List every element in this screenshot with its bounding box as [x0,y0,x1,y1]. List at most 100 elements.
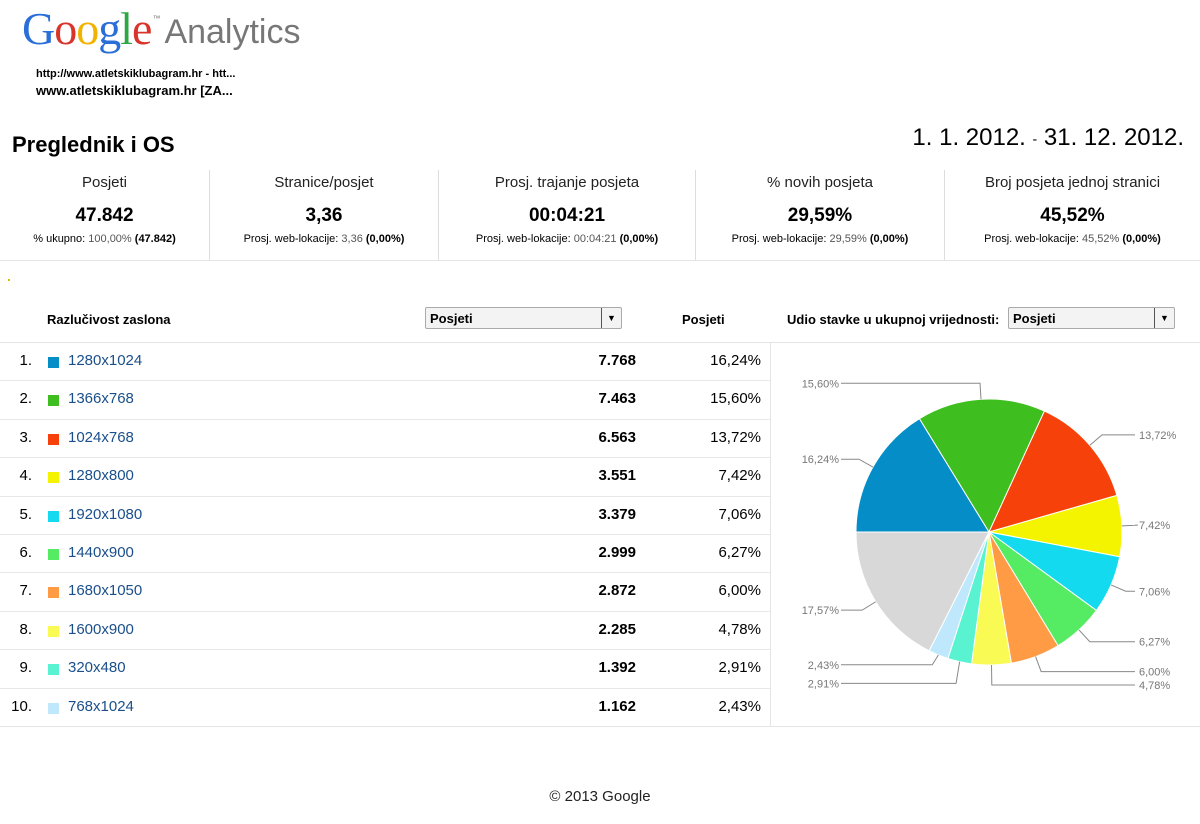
row-percent: 13,72% [710,428,761,446]
trademark-symbol: ™ [152,14,161,23]
row-visits: 2.872 [598,582,636,600]
table-body: 1. 1280x1024 7.768 16,24% 2. 1366x768 7.… [0,343,770,727]
row-visits: 1.392 [598,659,636,677]
metric-subtext: % ukupno: 100,00% (47.842) [0,233,209,245]
row-visits: 1.162 [598,697,636,715]
metric-subtext: Prosj. web-lokacije: 00:04:21 (0,00%) [439,233,695,245]
row-visits: 2.285 [598,620,636,638]
row-visits: 3.551 [598,467,636,485]
chevron-down-icon[interactable]: ▼ [601,308,621,328]
table-row: 4. 1280x800 3.551 7,42% [0,458,770,497]
row-dimension-link[interactable]: 1920x1080 [68,505,143,523]
pie-slice-label: 17,57% [802,605,840,617]
row-visits: 6.563 [598,428,636,446]
share-select[interactable]: Posjeti ▼ [1008,307,1175,329]
leader-line [1110,584,1135,592]
row-visits: 7.463 [598,390,636,408]
row-index: 7. [19,582,32,600]
metric-label: Prosj. trajanje posjeta [494,174,640,191]
row-dimension-link[interactable]: 1600x900 [68,620,134,638]
pie-slice-label: 15,60% [802,378,840,390]
row-index: 1. [19,352,32,369]
row-dimension-link[interactable]: 1366x768 [68,390,134,408]
metric-pages-per-visit: Stranice/posjet 3,36 Prosj. web-lokacije… [210,170,439,260]
row-dimension-link[interactable]: 1440x900 [68,543,134,561]
table-row: 7. 1680x1050 2.872 6,00% [0,573,770,612]
logo-letter: o [76,3,99,54]
leader-line [1078,629,1135,643]
leader-line [841,654,939,666]
row-percent: 15,60% [710,390,761,408]
row-dimension-link[interactable]: 1280x1024 [68,352,143,369]
metric-label: Posjeti [81,174,128,191]
report-title: Preglednik i OS [12,132,175,157]
color-swatch [48,357,59,368]
row-dimension-link[interactable]: 1280x800 [68,467,134,485]
chevron-down-icon[interactable]: ▼ [1154,308,1174,328]
metric-select-value: Posjeti [430,311,473,326]
row-index: 10. [11,697,32,715]
color-swatch [48,587,59,599]
metric-subtext: Prosj. web-lokacije: 3,36 (0,00%) [210,233,438,245]
table-row: 1. 1280x1024 7.768 16,24% [0,343,770,382]
table-header: Razlučivost zaslona Posjeti ▼ Posjeti Ud… [0,304,1200,343]
leader-line [1089,434,1135,446]
color-swatch [48,472,59,484]
dimension-header: Razlučivost zaslona [47,312,171,327]
row-index: 4. [19,467,32,485]
logo-letter: G [22,3,55,54]
share-pie-chart: 16,24% 15,60% 13,72% 7,42% 7,06% 6,27% 6,00%4,… [802,378,1177,692]
metric-sub-value: 29,59% [829,233,867,245]
row-percent: 6,27% [718,543,761,561]
row-percent: 16,24% [710,352,761,369]
pie-slice-label: 2,43% [808,660,839,672]
metric-label: Stranice/posjet [274,174,374,191]
table-row: 8. 1600x900 2.285 4,78% [0,612,770,651]
row-index: 3. [19,428,32,446]
row-index: 9. [19,659,32,677]
row-dimension-link[interactable]: 320x480 [68,659,126,677]
site-name: www.atletskiklubagram.hr [ZA... [36,83,233,98]
metric-value: 47.842 [75,205,134,226]
pie-slice-label: 7,06% [1139,586,1170,598]
pie-slice [855,531,990,652]
table-row: 10. 768x1024 1.162 2,43% [0,689,770,727]
metric-sub-change: (0,00%) [1122,233,1161,245]
analytics-wordmark: Analytics [164,13,301,51]
color-swatch [48,625,59,637]
table-row: 6. 1440x900 2.999 6,27% [0,535,770,574]
color-swatch [48,395,59,407]
row-percent: 6,00% [718,582,761,600]
metric-subtext: Prosj. web-lokacije: 29,59% (0,00%) [696,233,944,245]
row-visits: 2.999 [598,543,636,561]
pie-slice-label: 13,72% [1139,430,1177,442]
row-dimension-link[interactable]: 1024x768 [68,428,134,446]
metric-sub-prefix: Prosj. web-lokacije: [984,233,1079,245]
metric-sub-prefix: Prosj. web-lokacije: [243,233,339,245]
date-separator: - [1032,130,1038,147]
metric-sub-value: 45,52% [1081,233,1120,245]
metric-select[interactable]: Posjeti ▼ [425,307,622,329]
metric-sub-change: (0,00%) [869,233,909,245]
metric-label: % novih posjeta [767,174,873,191]
logo-letter: g [98,3,121,54]
date-range: 1. 1. 2012. - 31. 12. 2012. [912,124,1184,152]
metric-sub-prefix: % ukupno: [33,233,86,245]
metric-value: 3,36 [305,205,343,226]
table-bottom-border [0,726,1200,727]
logo-letter: o [54,3,77,54]
row-dimension-link[interactable]: 768x1024 [68,697,134,715]
metric-sub-prefix: Prosj. web-lokacije: [475,233,571,245]
row-dimension-link[interactable]: 1680x1050 [68,582,143,600]
leader-line [841,458,874,468]
color-swatch [48,433,59,445]
date-end: 31. 12. 2012. [1043,124,1184,151]
metrics-summary: Posjeti 47.842 % ukupno: 100,00% (47.842… [0,170,1200,261]
row-index: 6. [19,543,32,561]
pie-slice-label: 7,42% [1139,520,1170,532]
pie-slice-label: 4,78% [1139,680,1170,692]
decorative-dot [8,279,10,281]
row-index: 2. [19,390,32,408]
table-row: 5. 1920x1080 3.379 7,06% [0,497,770,535]
row-percent: 2,43% [718,697,761,715]
